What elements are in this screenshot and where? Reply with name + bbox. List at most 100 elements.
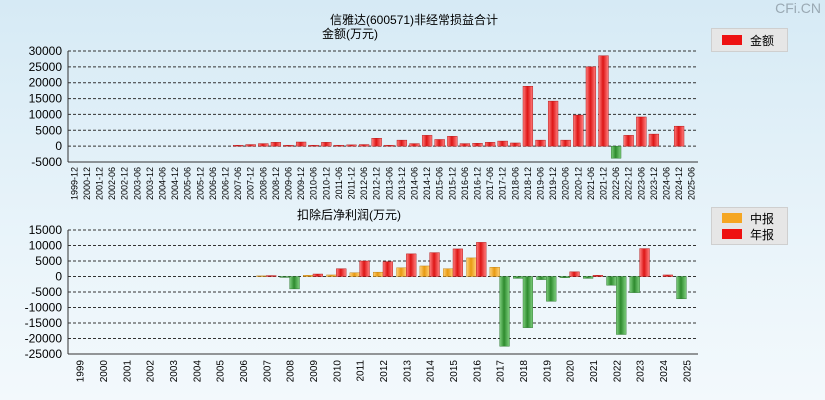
legend-label-interim: 中报 xyxy=(750,211,775,226)
chart1-xtick-label: 2016-06 xyxy=(460,167,470,200)
chart1-bar xyxy=(258,143,269,147)
chart2-bar-annual xyxy=(382,261,394,277)
chart1-bar xyxy=(434,139,445,147)
chart2-bar-interim xyxy=(349,272,360,277)
chart2-legend: 中报 年报 xyxy=(711,207,788,245)
chart2-xtick-label: 2017 xyxy=(496,360,507,383)
chart2-xtick-label: 2013 xyxy=(402,360,413,383)
legend-item-annual: 年报 xyxy=(722,227,774,242)
chart1-bar xyxy=(623,135,634,147)
chart2-xtick-label: 2020 xyxy=(566,360,577,383)
chart1-bar xyxy=(573,114,584,147)
chart2-bar-annual xyxy=(662,274,674,277)
chart1-bar xyxy=(270,142,282,147)
chart2-bar-interim xyxy=(676,276,687,300)
chart1-bar xyxy=(510,142,521,147)
chart2-xtick-label: 2000 xyxy=(99,360,110,383)
chart2-xtick-label: 2023 xyxy=(636,360,647,383)
chart1-xtick-label: 2014-06 xyxy=(410,167,420,200)
chart1-xtick-label: 2009-06 xyxy=(284,167,294,200)
chart1-bar xyxy=(547,100,559,147)
chart1-xtick-label: 2015-12 xyxy=(447,167,457,200)
chart2-bar-annual xyxy=(546,276,557,302)
chart1-xtick-label: 2017-12 xyxy=(498,167,508,200)
chart1-bar xyxy=(673,125,685,147)
chart1-ytick-label: 20000 xyxy=(29,76,63,90)
chart1-xtick-label: 2018-06 xyxy=(510,167,520,200)
chart1-xtick-label: 2008-06 xyxy=(258,167,268,200)
chart1-bar xyxy=(409,143,420,147)
chart1-xtick-label: 2002-12 xyxy=(120,167,130,200)
chart2-ytick-label: -10000 xyxy=(25,301,63,315)
chart1-xtick-label: 2006-12 xyxy=(221,167,231,200)
chart2-xtick-label: 2019 xyxy=(542,360,553,383)
watermark: CFi.CN xyxy=(775,0,821,16)
chart1-bar xyxy=(321,142,332,147)
chart1-xtick-label: 2010-12 xyxy=(321,167,331,200)
chart1-xtick-label: 2023-12 xyxy=(649,167,659,200)
chart2-bar-interim xyxy=(326,274,337,277)
chart2-xtick-label: 2001 xyxy=(122,360,133,383)
chart1-ytick-label: 0 xyxy=(55,139,62,153)
chart1-bar xyxy=(648,133,660,147)
chart2-bar-annual xyxy=(336,268,347,277)
chart2-bar-annual xyxy=(312,273,324,277)
chart2-bar-annual xyxy=(499,276,510,347)
chart1-xtick-label: 2008-12 xyxy=(271,167,281,200)
chart1-xtick-label: 2022-12 xyxy=(624,167,634,200)
chart2-ytick-label: -25000 xyxy=(25,347,63,361)
chart1-bar xyxy=(283,144,294,147)
chart1-bar xyxy=(295,141,307,147)
chart1-xtick-label: 2004-06 xyxy=(158,167,168,200)
chart1-ytick-label: 25000 xyxy=(29,60,63,74)
chart1-bar xyxy=(472,143,483,147)
chart1-xtick-label: 2003-06 xyxy=(132,167,142,200)
chart2-xtick-label: 2014 xyxy=(426,360,437,383)
chart1-bar xyxy=(384,144,395,147)
chart2-bar-annual xyxy=(289,276,300,290)
chart1-xtick-label: 2003-12 xyxy=(145,167,155,200)
chart2-bar-interim xyxy=(489,267,500,277)
chart2-xtick-label: 2003 xyxy=(169,360,180,383)
chart1-bar xyxy=(560,139,571,147)
chart1-bar xyxy=(358,144,370,147)
chart2-xtick-label: 2004 xyxy=(192,360,203,383)
chart2-bar-annual xyxy=(616,276,627,335)
chart1-ytick-label: 15000 xyxy=(29,92,63,106)
chart2-xtick-label: 1999 xyxy=(76,360,87,383)
chart2-xtick-label: 2005 xyxy=(216,360,227,383)
chart1-bar xyxy=(497,140,508,147)
chart2-title: 扣除后净利润(万元) xyxy=(297,208,401,222)
chart1-xtick-label: 2010-06 xyxy=(309,167,319,200)
chart2-bar-annual xyxy=(569,271,580,277)
chart2-xtick-label: 2008 xyxy=(286,360,297,383)
chart1-xtick-label: 2005-12 xyxy=(195,167,205,200)
chart2-bar-interim xyxy=(419,265,430,277)
chart1-xtick-label: 2006-06 xyxy=(208,167,218,200)
legend-label-amount: 金额 xyxy=(750,33,775,48)
chart2-xtick-label: 2012 xyxy=(379,360,390,383)
chart1-bar xyxy=(636,116,647,147)
chart2-xtick-label: 2018 xyxy=(519,360,530,383)
chart2-xtick-label: 2002 xyxy=(146,360,157,383)
chart1-xtick-label: 2012-12 xyxy=(372,167,382,200)
chart1-title: 信雅达(600571)非经常损益合计 xyxy=(330,13,499,27)
chart1-bar xyxy=(308,144,319,147)
chart1-xtick-label: 2020-12 xyxy=(573,167,583,200)
chart1-bar xyxy=(522,86,534,147)
chart2-ytick-label: -20000 xyxy=(25,332,63,346)
chart2-bar-annual xyxy=(359,260,370,277)
chart1-bar xyxy=(535,139,546,147)
chart1-bar xyxy=(459,143,471,147)
chart2-bar-interim xyxy=(279,276,290,278)
chart1-bar xyxy=(484,142,496,147)
chart1-xtick-label: 2012-06 xyxy=(359,167,369,200)
chart2-bar-interim xyxy=(513,276,524,279)
chart1-xtick-label: 2020-06 xyxy=(561,167,571,200)
chart1-bar xyxy=(598,55,609,147)
legend-item-amount: 金额 xyxy=(722,33,775,48)
chart2-ytick-label: 10000 xyxy=(29,239,63,253)
chart1-xtick-label: 2005-06 xyxy=(183,167,193,200)
